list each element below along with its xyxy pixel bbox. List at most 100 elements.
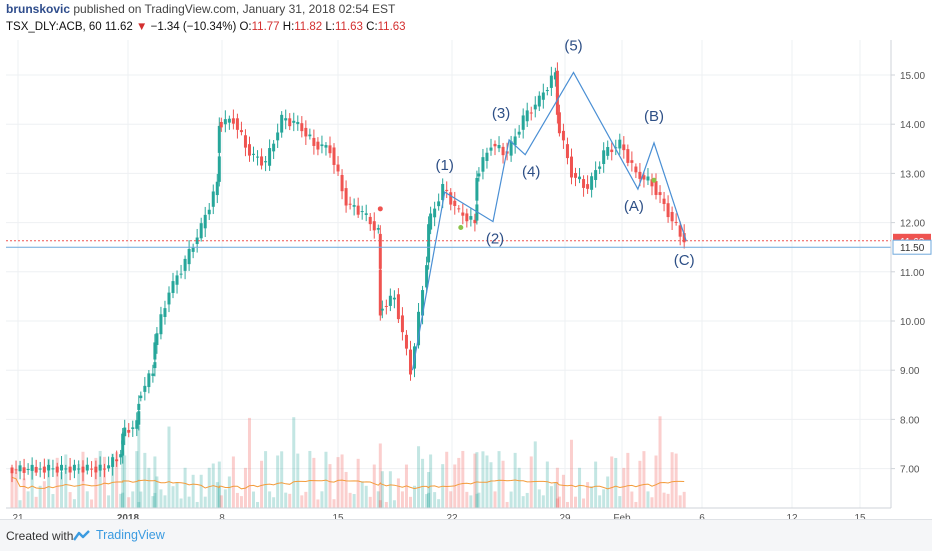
volume-bar [666, 493, 670, 508]
candle-body [235, 118, 239, 130]
candle-body [328, 145, 332, 154]
volume-bar [602, 489, 606, 508]
tradingview-logo-icon[interactable] [72, 529, 92, 543]
volume-bar [51, 494, 55, 508]
volume-bar [300, 495, 304, 508]
candle-body [284, 118, 288, 121]
x-axis: 21 2018 8 15 22 29 Feb 6 12 15 [12, 513, 866, 519]
price-change: −1.34 (−10.34%) [150, 21, 237, 33]
candle-body [378, 233, 382, 269]
candle-body [598, 166, 602, 169]
volume-bar [151, 496, 155, 508]
volume-bar [429, 454, 433, 508]
volume-bar [582, 498, 586, 508]
candle-body [445, 189, 449, 191]
x-tick-label: 8 [219, 513, 225, 519]
volume-bar [594, 461, 598, 508]
volume-bar [610, 456, 614, 508]
volume-bar [68, 492, 72, 508]
candle-body [352, 205, 356, 207]
wave-label: (B) [644, 108, 664, 125]
candle-body [475, 177, 479, 201]
level-badge-text: 11.50 [900, 243, 925, 254]
close-value: 11.63 [377, 21, 406, 33]
volume-bar [413, 485, 417, 508]
candle-body [378, 269, 382, 316]
volume-bar [175, 482, 179, 508]
candle-body [276, 132, 280, 141]
symbol-name[interactable]: TSX_DLY:ACB, 60 [6, 21, 102, 33]
volume-bar [217, 486, 221, 508]
volume-bar [121, 451, 125, 508]
volume-bar [489, 462, 493, 508]
volume-bar [497, 451, 501, 508]
wave-label: (3) [492, 105, 510, 122]
volume-bar [376, 491, 380, 508]
candle-body [94, 466, 98, 473]
footer-bar: Created with TradingView [0, 519, 932, 551]
low-label: L: [325, 21, 335, 33]
y-tick-label: 12.00 [900, 219, 925, 230]
volume-bar [678, 495, 682, 508]
volume-bar [378, 500, 382, 508]
volume-bar [634, 501, 638, 508]
volume-bar [42, 481, 46, 508]
low-value: 11.63 [335, 21, 363, 33]
candle-body [360, 211, 364, 213]
candle-body [565, 144, 569, 159]
volume-bar [574, 496, 578, 508]
volume-bar [378, 443, 382, 508]
candle-body [324, 145, 328, 148]
candle-body [312, 137, 316, 146]
volume-bar [252, 491, 256, 508]
volume-bar [199, 474, 203, 508]
volume-bar [10, 467, 14, 508]
grid-lines [6, 40, 891, 508]
created-with-text: Created with [6, 529, 74, 543]
candle-body [344, 188, 348, 206]
volume-bar [121, 492, 125, 508]
candle-body [465, 213, 469, 222]
price-labels: 11.6311.50 [892, 233, 932, 255]
author-link[interactable]: brunskovic [6, 2, 71, 16]
candle-body [517, 131, 521, 135]
candle-body [461, 212, 465, 216]
candle-body [555, 70, 559, 98]
candle-body [252, 153, 256, 155]
plot-area[interactable] [6, 40, 891, 508]
volume-bar [207, 467, 211, 508]
volume-bar [505, 501, 509, 508]
candle-body [489, 147, 493, 151]
candle-body [674, 221, 678, 223]
candle-body [433, 208, 437, 218]
volume-bar [521, 496, 525, 508]
volume-bar [475, 493, 479, 508]
candle-body [590, 176, 594, 190]
volume-bar [650, 497, 654, 508]
candle-body [223, 119, 227, 125]
candle-body [626, 149, 630, 163]
volume-bar [396, 478, 400, 508]
candle-body [107, 465, 111, 469]
candle-body [557, 112, 561, 134]
volume-bar [392, 500, 396, 508]
volume-bar [658, 416, 662, 508]
y-tick-label: 11.00 [900, 268, 925, 279]
volume-bar [153, 456, 157, 508]
publisher-header: brunskovic published on TradingView.com,… [6, 2, 395, 17]
volume-bar [626, 452, 630, 508]
candle-body [533, 104, 537, 110]
volume-bar [183, 467, 187, 508]
price-chart[interactable]: (1) (2) (3) (4) (5) (A) (B) (C) 15.00 14.00 13.00… [0, 0, 932, 519]
buy-signal-dot [458, 225, 464, 231]
candle-body [203, 214, 207, 229]
tradingview-brand-link[interactable]: TradingView [96, 528, 165, 542]
volume-bar [227, 476, 231, 508]
wave-label: (1) [436, 157, 454, 174]
candle-body [501, 146, 505, 156]
candle-body [153, 342, 157, 360]
volume-bar [509, 491, 513, 508]
candle-body [64, 468, 68, 470]
volume-bar [264, 451, 268, 508]
sell-signal-dot [377, 206, 383, 212]
